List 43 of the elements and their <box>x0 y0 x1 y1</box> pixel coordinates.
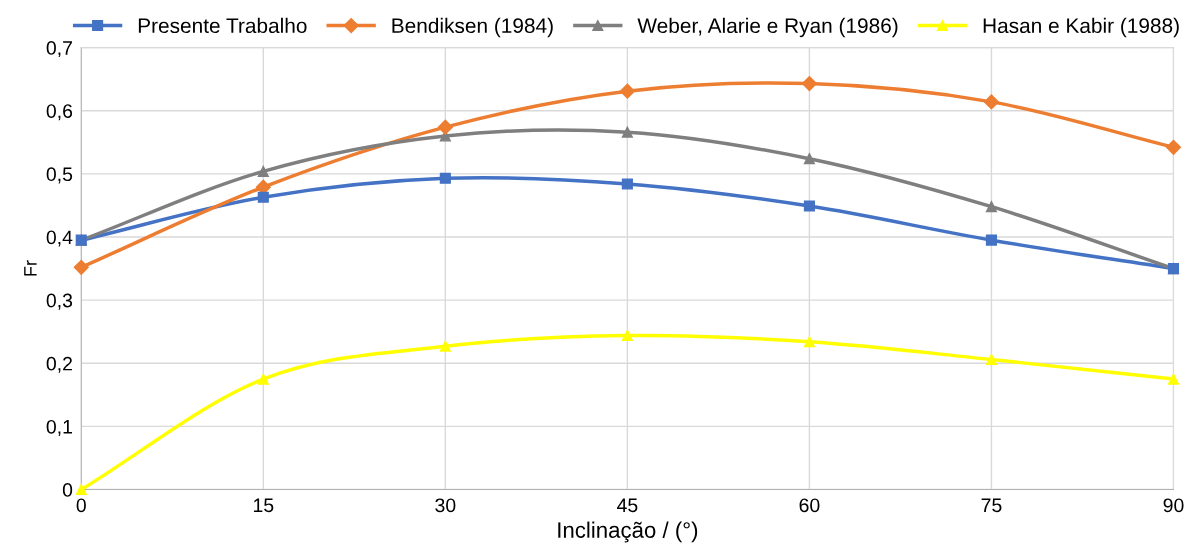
point <box>619 83 635 99</box>
x-tick-label: 60 <box>799 498 820 513</box>
point <box>1167 373 1180 385</box>
y-tick-label: 0,5 <box>46 167 73 184</box>
y-tick-label: 0,7 <box>46 41 72 58</box>
point <box>1165 139 1182 155</box>
point <box>73 259 89 275</box>
x-tick-label: 30 <box>435 498 456 513</box>
legend-label: Hasan e Kabir (1988) <box>983 17 1179 38</box>
point <box>439 172 451 184</box>
y-axis-title: Fr <box>24 260 37 276</box>
legend-label: Weber, Alarie e Ryan (1986) <box>637 17 898 38</box>
y-tick-label: 0 <box>62 483 73 497</box>
legend-label: Presente Trabalho <box>138 17 307 34</box>
point <box>803 336 815 348</box>
x-tick-label: 0 <box>76 498 86 513</box>
point <box>75 484 87 496</box>
point <box>621 178 633 190</box>
x-axis-title: Inclinação / (°) <box>558 521 698 543</box>
point <box>439 340 451 352</box>
point <box>803 200 815 212</box>
y-tick-label: 0,1 <box>46 419 72 436</box>
x-tick-label: 90 <box>1163 498 1184 513</box>
point <box>983 94 1000 110</box>
legend-label: Bendiksen (1984) <box>392 17 553 38</box>
x-tick-label: 45 <box>617 498 638 513</box>
point <box>803 153 815 165</box>
y-tick-label: 0,6 <box>46 104 73 121</box>
y-tick-label: 0,2 <box>46 356 72 373</box>
point <box>621 329 633 342</box>
point <box>985 201 998 213</box>
point <box>257 373 269 385</box>
point <box>621 126 633 138</box>
point <box>985 353 998 366</box>
y-tick-label: 0,4 <box>46 230 73 247</box>
point <box>437 119 453 135</box>
x-tick-label: 15 <box>253 498 274 513</box>
point <box>985 234 998 246</box>
point <box>801 76 817 92</box>
y-tick-label: 0,3 <box>46 293 73 310</box>
point <box>257 165 269 177</box>
point <box>257 191 269 203</box>
x-tick-label: 75 <box>981 498 1002 513</box>
